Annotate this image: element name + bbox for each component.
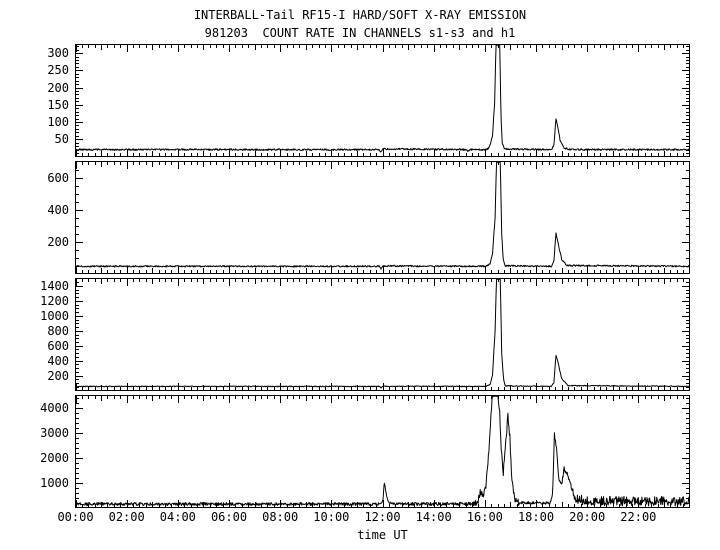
y-tick-label: 300 <box>47 46 69 61</box>
x-tick-label: 20:00 <box>569 510 606 524</box>
axis-ticks <box>76 396 690 507</box>
panel-frame <box>75 44 690 157</box>
panel-s1-plot <box>75 44 690 157</box>
axis-ticks <box>76 162 690 273</box>
y-tick-label: 1000 <box>40 308 69 323</box>
count-rate-trace-s3 <box>75 278 690 389</box>
chart-subtitle: 981203 COUNT RATE IN CHANNELS s1-s3 and … <box>204 26 516 40</box>
x-tick-label: 08:00 <box>262 510 299 524</box>
panel-frame <box>75 395 690 508</box>
x-tick-label: 10:00 <box>313 510 350 524</box>
y-tick-label: 250 <box>47 63 69 78</box>
x-tick-label: 12:00 <box>364 510 401 524</box>
y-tick-label: 1200 <box>40 293 69 308</box>
panel-h1-plot <box>75 395 690 508</box>
chart-title: INTERBALL-Tail RF15-I HARD/SOFT X-RAY EM… <box>193 8 527 22</box>
y-tick-label: 400 <box>47 353 69 368</box>
y-tick-label: 200 <box>47 80 69 95</box>
x-tick-label: 18:00 <box>517 510 555 524</box>
panel-frame <box>75 278 690 391</box>
x-tick-label: 16:00 <box>466 510 503 524</box>
count-rate-trace-h1 <box>75 395 690 507</box>
y-tick-label: 600 <box>47 338 69 353</box>
panel-frame <box>75 161 690 274</box>
y-tick-label: 600 <box>47 170 69 185</box>
y-tick-label: 200 <box>47 368 69 383</box>
count-rate-trace-s1 <box>75 44 690 153</box>
y-tick-label: 4000 <box>40 400 69 415</box>
panel-s2-plot <box>75 161 690 274</box>
x-axis-label: time UT <box>357 528 408 542</box>
x-tick-label: 22:00 <box>620 510 657 524</box>
y-tick-label: 400 <box>47 202 69 217</box>
x-tick-label: 04:00 <box>159 510 196 524</box>
y-tick-label: 800 <box>47 323 69 338</box>
axis-ticks <box>76 279 690 390</box>
y-tick-label: 150 <box>47 97 69 112</box>
y-tick-label: 100 <box>47 115 69 130</box>
x-tick-label: 14:00 <box>415 510 452 524</box>
panel-s3-plot <box>75 278 690 391</box>
x-tick-label: 02:00 <box>108 510 145 524</box>
x-tick-label: 06:00 <box>210 510 248 524</box>
count-rate-trace-s2 <box>75 161 690 270</box>
y-tick-label: 1400 <box>40 278 69 293</box>
y-tick-label: 1000 <box>40 475 69 490</box>
y-tick-label: 200 <box>47 234 69 249</box>
y-tick-label: 3000 <box>40 425 69 440</box>
x-tick-label: 00:00 <box>57 510 94 524</box>
axis-ticks <box>76 45 690 156</box>
y-tick-label: 50 <box>54 132 69 147</box>
y-tick-label: 2000 <box>40 450 69 465</box>
